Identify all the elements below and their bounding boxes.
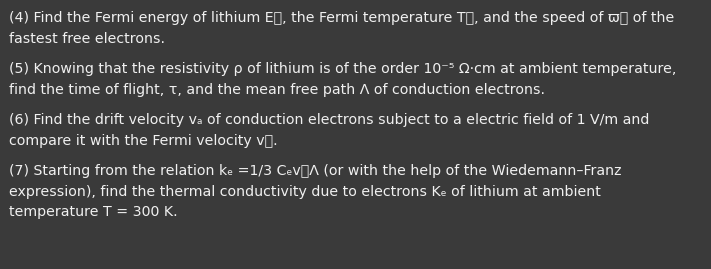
Text: (5) Knowing that the resistivity ρ of lithium is of the order 10⁻⁵ Ω·cm at ambie: (5) Knowing that the resistivity ρ of li… <box>9 62 676 76</box>
Text: (4) Find the Fermi energy of lithium E₟, the Fermi temperature T₟, and the speed: (4) Find the Fermi energy of lithium E₟,… <box>9 11 674 25</box>
Text: expression), find the thermal conductivity due to electrons Kₑ of lithium at amb: expression), find the thermal conductivi… <box>9 185 600 199</box>
Text: (7) Starting from the relation kₑ =1/3 Cₑv₟Λ (or with the help of the Wiedemann–: (7) Starting from the relation kₑ =1/3 C… <box>9 164 621 178</box>
Text: fastest free electrons.: fastest free electrons. <box>9 32 164 46</box>
Text: (6) Find the drift velocity vₐ of conduction electrons subject to a electric fie: (6) Find the drift velocity vₐ of conduc… <box>9 113 649 127</box>
Text: find the time of flight, τ, and the mean free path Λ of conduction electrons.: find the time of flight, τ, and the mean… <box>9 83 545 97</box>
Text: temperature T = 300 K.: temperature T = 300 K. <box>9 205 177 219</box>
Text: compare it with the Fermi velocity v₟.: compare it with the Fermi velocity v₟. <box>9 134 277 148</box>
